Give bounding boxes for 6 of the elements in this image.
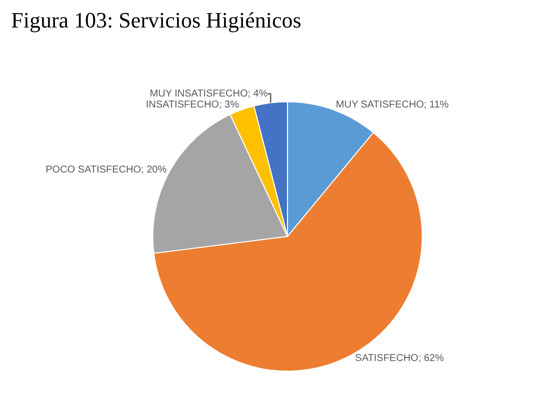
- chart-title: Figura 103: Servicios Higiénicos: [11, 8, 302, 33]
- slice-label: POCO SATISFECHO; 20%: [46, 164, 167, 176]
- slice-label: MUY INSATISFECHO; 4%: [150, 88, 268, 100]
- slice-label: MUY SATISFECHO; 11%: [336, 99, 449, 110]
- slice-label: SATISFECHO; 62%: [355, 353, 444, 364]
- slice-label: INSATISFECHO; 3%: [146, 99, 240, 110]
